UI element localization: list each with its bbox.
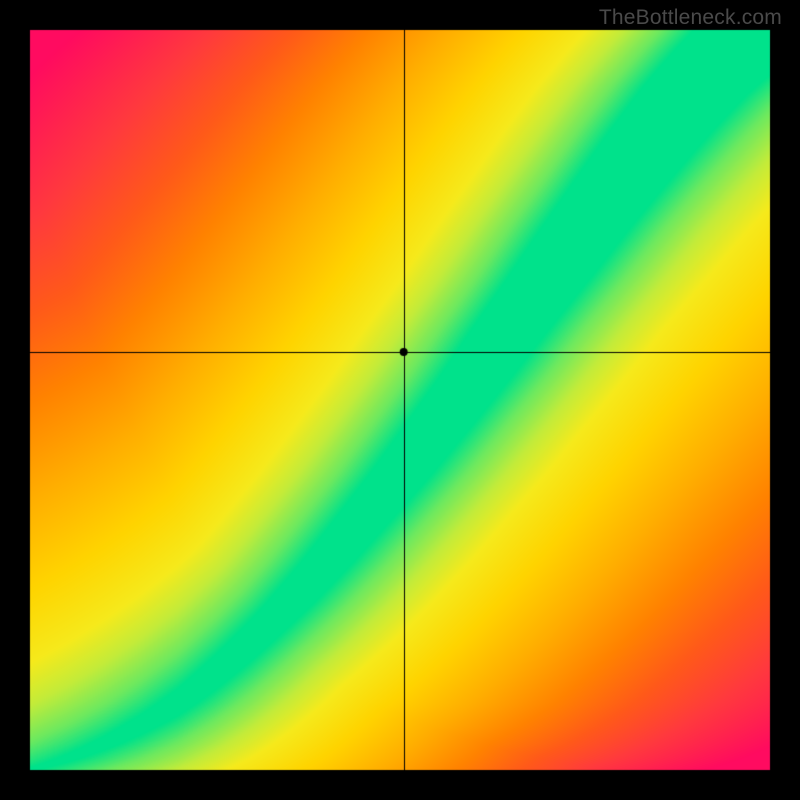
- chart-container: TheBottleneck.com: [0, 0, 800, 800]
- watermark-text: TheBottleneck.com: [599, 6, 782, 30]
- bottleneck-heatmap: [0, 0, 800, 800]
